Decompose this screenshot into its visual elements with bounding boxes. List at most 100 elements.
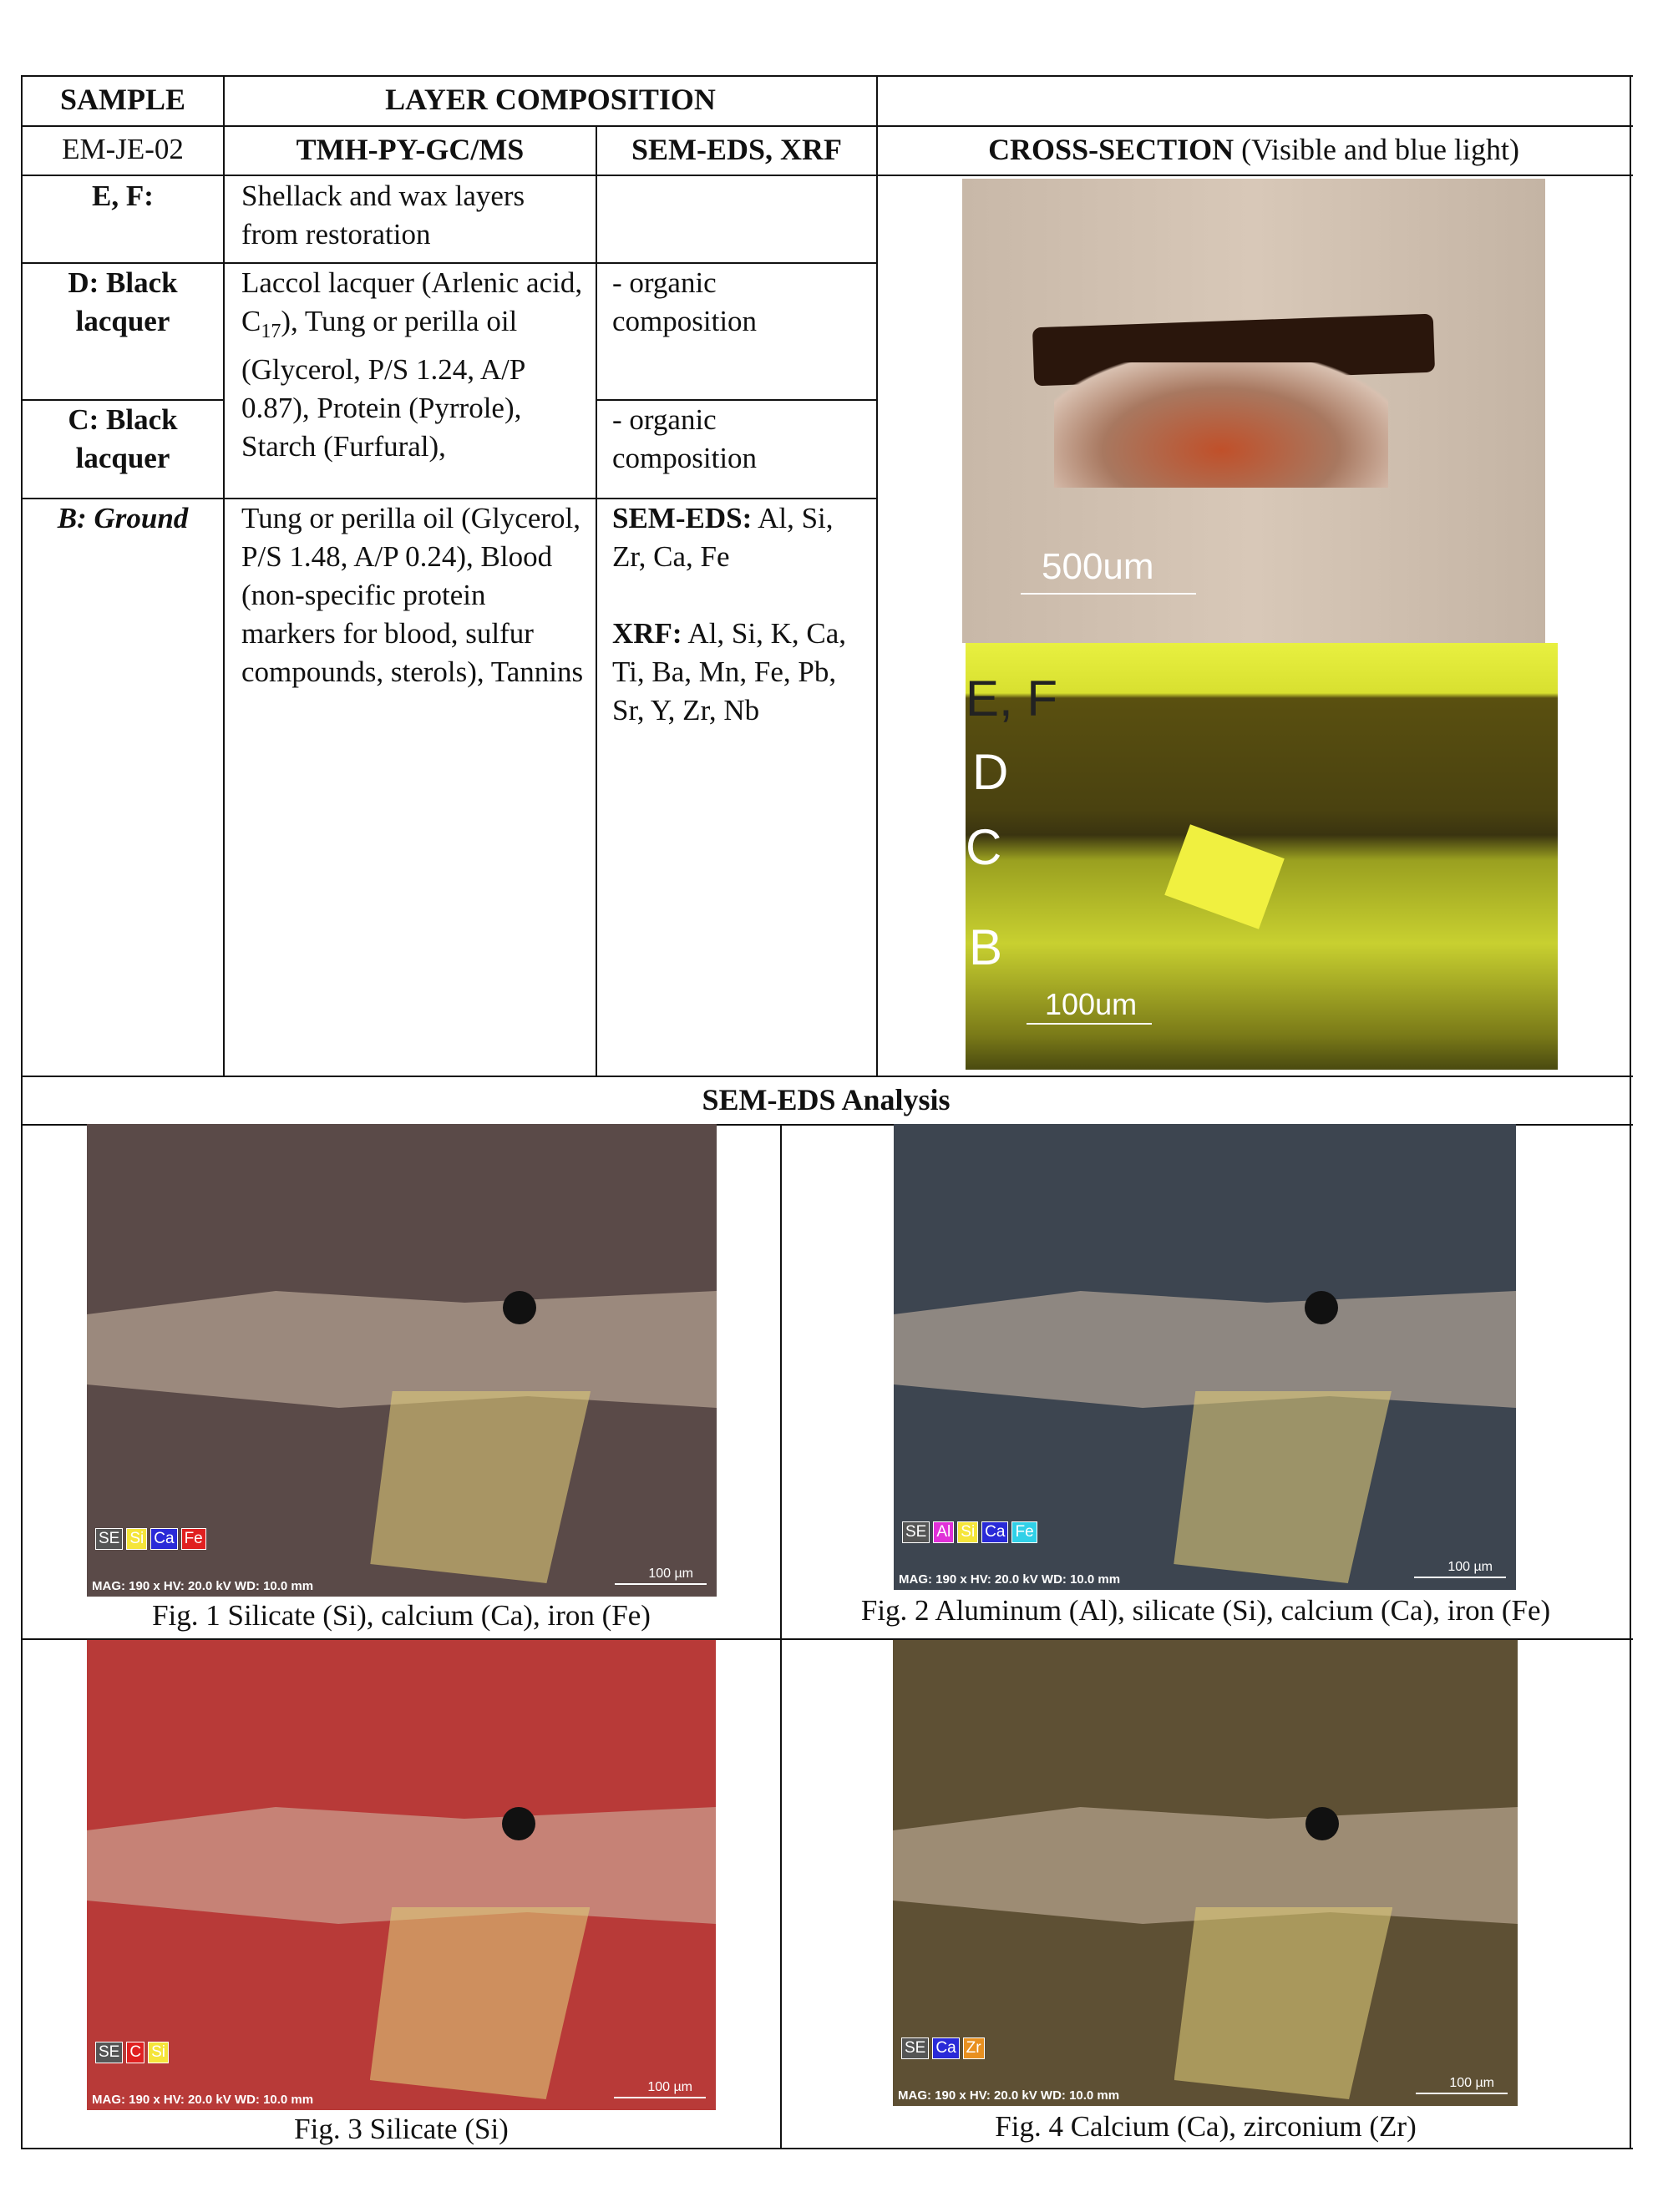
section-title: SEM-EDS Analysis [702, 1083, 951, 1116]
layer-shape [1054, 362, 1388, 488]
scale-bar [1416, 2093, 1508, 2094]
scale-bar [1414, 1577, 1506, 1578]
gcms-cell: Laccol lacquer (Arlenic acid, C17), Tung… [241, 264, 586, 466]
element-chip: Si [148, 2042, 169, 2063]
sem-image: SE Ca Zr MAG: 190 x HV: 20.0 kV WD: 10.0 mm… [893, 1640, 1518, 2106]
element-chip: Si [957, 1521, 979, 1543]
element-chip: C [126, 2042, 145, 2063]
gcms-cell: Tung or perilla oil (Glycerol, P/S 1.48,… [241, 502, 584, 688]
scale-label: 100 µm [647, 2080, 692, 2094]
image-meta: MAG: 190 x HV: 20.0 kV WD: 10.0 mm [92, 1579, 314, 1593]
grain [1304, 1291, 1338, 1324]
rule [21, 399, 225, 401]
scale-bar [1021, 593, 1196, 595]
element-chip: SE [95, 1528, 124, 1550]
scale-bar [1027, 1023, 1152, 1025]
rule [21, 1076, 1633, 1077]
layer-label: E, F [966, 671, 1058, 726]
header-note: (Visible and blue light) [1241, 133, 1519, 166]
visible-light-photo: 500um [962, 179, 1545, 643]
rule [876, 75, 878, 1077]
sample-cell: D: Black lacquer [68, 266, 178, 337]
subscript: 17 [261, 321, 281, 342]
sample-area [370, 1391, 591, 1583]
figure-caption: Fig. 1 Silicate (Si), calcium (Ca), iron… [152, 1599, 651, 1632]
element-legend: SE Al Si Ca Fe [902, 1521, 1041, 1543]
sem-image: SE Al Si Ca Fe MAG: 190 x HV: 20.0 kV WD: 10.… [894, 1124, 1516, 1590]
scale-label: 100 µm [1449, 2076, 1494, 2090]
text: ), Tung or perilla oil (Glycerol, P/S 1.… [241, 305, 525, 463]
element-chip: Ca [981, 1521, 1009, 1543]
image-meta: MAG: 190 x HV: 20.0 kV WD: 10.0 mm [899, 1572, 1121, 1587]
layer-label: D [972, 744, 1009, 800]
rule [21, 175, 1633, 176]
scale-label: 500um [1042, 546, 1154, 587]
sample-cell: E, F: [92, 180, 154, 212]
rule [21, 125, 1633, 127]
scale-bar [614, 2097, 706, 2098]
sample-area [893, 1807, 1518, 1924]
header-bold: CROSS-SECTION [988, 133, 1234, 166]
edx-cell: - organic composition [612, 403, 758, 474]
sem-image: SE C Si MAG: 190 x HV: 20.0 kV WD: 10.0 mm 1… [87, 1640, 716, 2110]
rule [596, 399, 878, 401]
rule [596, 125, 597, 1077]
rule [21, 1638, 1633, 1640]
gcms-cell: Shellack and wax layers from restoration [241, 180, 525, 251]
image-meta: MAG: 190 x HV: 20.0 kV WD: 10.0 mm [898, 2088, 1120, 2103]
figure-caption: Fig. 4 Calcium (Ca), zirconium (Zr) [995, 2110, 1417, 2143]
grain [1305, 1807, 1339, 1840]
element-chip: Fe [180, 1528, 206, 1550]
element-chip: SE [902, 1521, 930, 1543]
grain [1164, 824, 1285, 929]
rule [21, 1124, 1633, 1126]
figure-caption: Fig. 3 Silicate (Si) [294, 2113, 509, 2145]
element-chip: SE [95, 2042, 124, 2063]
grain [502, 1291, 536, 1324]
element-chip: Ca [150, 1528, 178, 1550]
element-chip: Ca [932, 2037, 960, 2059]
sem-image: SE Si Ca Fe MAG: 190 x HV: 20.0 kV WD: 10.0 … [87, 1124, 717, 1597]
layer-label: B [969, 919, 1003, 975]
scale-label: 100um [1045, 987, 1138, 1021]
edx-cell: SEM-EDS: Al, Si, Zr, Ca, Fe XRF: Al, Si, … [612, 499, 863, 730]
rule [780, 1124, 782, 2149]
scale-bar [615, 1583, 707, 1585]
scale-label: 100 µm [1447, 1560, 1493, 1574]
rule [21, 2148, 1633, 2149]
header-cell: SAMPLE [59, 83, 185, 116]
grain [501, 1807, 535, 1840]
label: XRF: [612, 617, 682, 650]
sample-area [87, 1807, 716, 1924]
element-legend: SE C Si [95, 2042, 172, 2063]
element-chip: Fe [1011, 1521, 1037, 1543]
rule [21, 498, 878, 499]
layer-label: C [966, 819, 1002, 875]
blue-light-photo: E, F D C B 100um [966, 643, 1558, 1070]
header-cell: TMH-PY-GC/MS [296, 133, 525, 166]
element-chip: SE [901, 2037, 930, 2059]
sample-area [87, 1291, 717, 1408]
figure-caption: Fig. 2 Aluminum (Al), silicate (Si), cal… [860, 1594, 1551, 1627]
header-cell: LAYER COMPOSITION [385, 83, 716, 116]
rule [21, 75, 23, 2149]
element-legend: SE Ca Zr [901, 2037, 988, 2059]
image-meta: MAG: 190 x HV: 20.0 kV WD: 10.0 mm [92, 2093, 314, 2107]
rule [223, 75, 225, 1077]
rule [1630, 75, 1631, 2149]
edx-cell: - organic composition [612, 266, 758, 337]
header-cell: CROSS-SECTION (Visible and blue light) [878, 130, 1630, 169]
text: Laccol lacquer (Arlenic acid, C [241, 266, 583, 337]
element-chip: Zr [962, 2037, 985, 2059]
element-chip: Al [933, 1521, 955, 1543]
sample-area [369, 1907, 591, 2099]
element-chip: Si [126, 1528, 148, 1550]
scale-label: 100 µm [648, 1567, 693, 1581]
sample-area [1174, 1391, 1392, 1583]
sample-id: EM-JE-02 [62, 133, 184, 165]
text: Al, Si, K, Ca, Ti, Ba, Mn, Fe, Pb, Sr, Y… [612, 617, 847, 726]
element-legend: SE Si Ca Fe [95, 1528, 210, 1550]
sample-area [1174, 1907, 1393, 2099]
sample-area [894, 1291, 1516, 1408]
